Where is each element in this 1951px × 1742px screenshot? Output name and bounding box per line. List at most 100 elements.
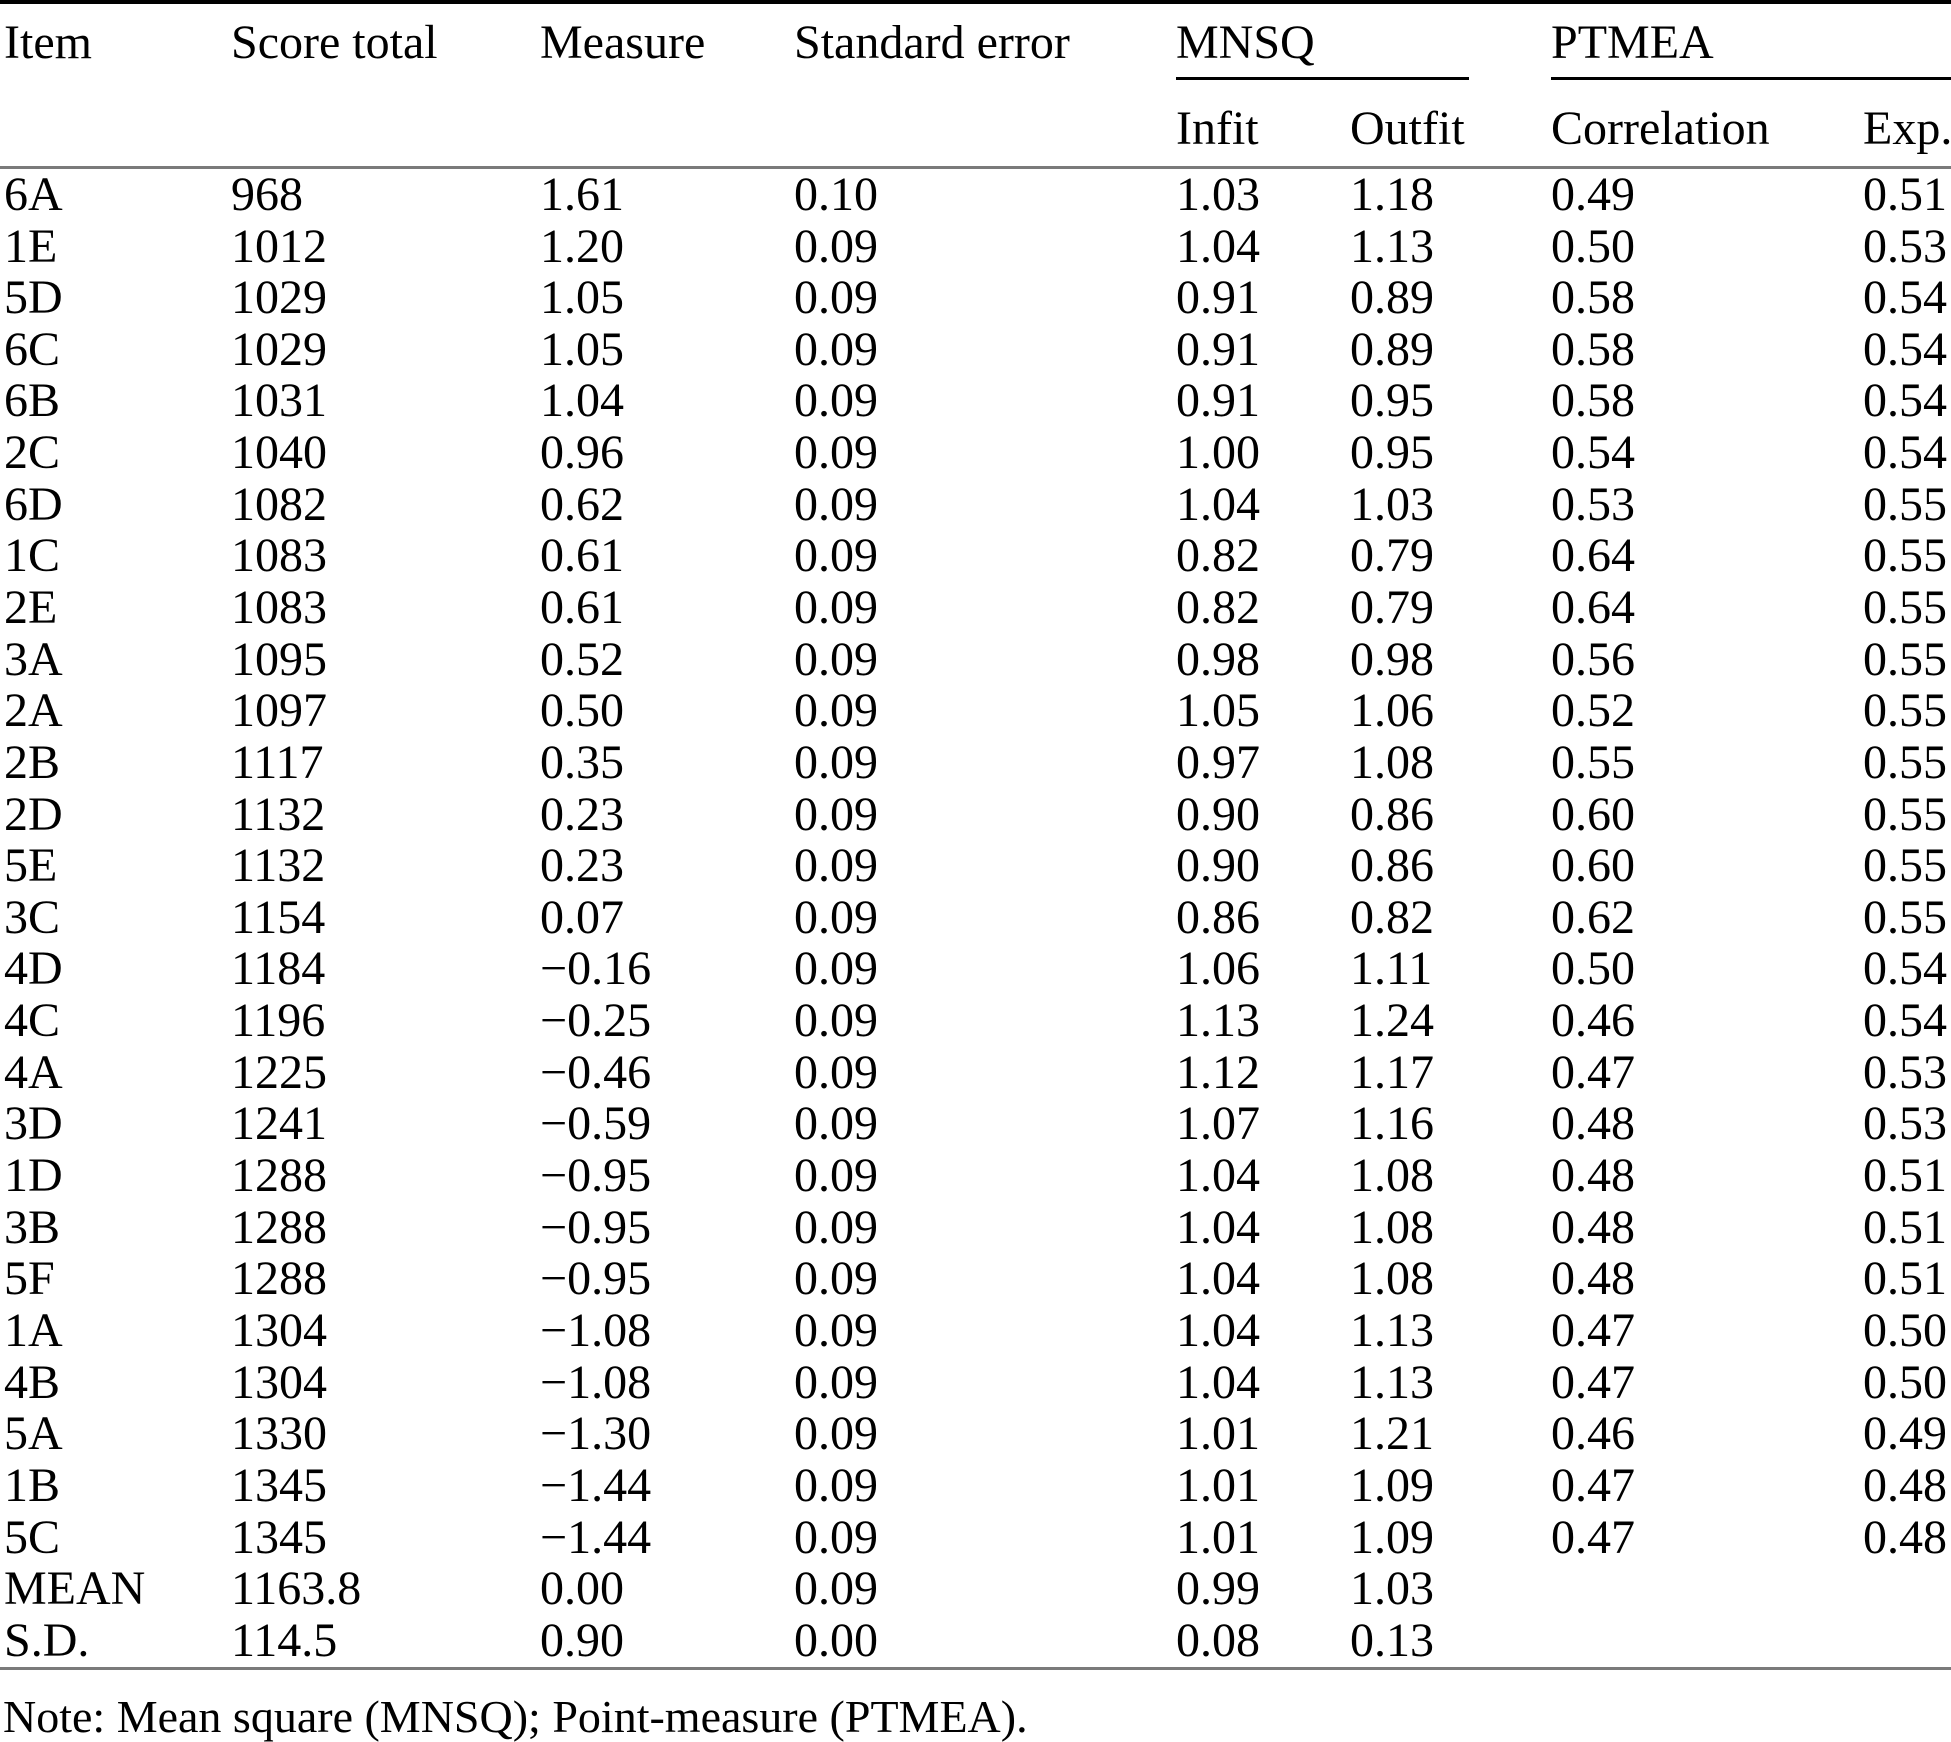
cell-measure: 1.05: [540, 322, 624, 376]
cell-standard-error: 0.09: [794, 890, 878, 944]
cell-exp: 0.55: [1863, 632, 1948, 686]
cell-correlation: 0.58: [1551, 322, 1636, 376]
cell-score-total: 1288: [231, 1149, 327, 1203]
column-group-ptmea-label: PTMEA: [1551, 18, 1951, 80]
table-row: 4D 1184 −0.16 0.09 1.06 1.11 0.50 0.54: [0, 944, 1951, 996]
cell-infit: 1.01: [1176, 1407, 1260, 1461]
cell-item: 6A: [4, 167, 63, 221]
cell-outfit: 1.03: [1350, 477, 1434, 531]
table-row: 5C 1345 −1.44 0.09 1.01 1.09 0.47 0.48: [0, 1512, 1951, 1564]
cell-item: 1A: [4, 1303, 63, 1357]
cell-item: 4C: [4, 994, 61, 1048]
cell-correlation: 0.60: [1551, 787, 1636, 841]
column-header-exp: Exp.: [1863, 92, 1951, 169]
cell-measure: 1.61: [540, 167, 624, 221]
cell-infit: 1.01: [1176, 1458, 1260, 1512]
table-row: 5F 1288 −0.95 0.09 1.04 1.08 0.48 0.51: [0, 1253, 1951, 1305]
cell-score-total: 1184: [231, 942, 326, 996]
cell-standard-error: 0.09: [794, 271, 878, 325]
table-row: 1D 1288 −0.95 0.09 1.04 1.08 0.48 0.51: [0, 1150, 1951, 1202]
table-row: 2A 1097 0.50 0.09 1.05 1.06 0.52 0.55: [0, 685, 1951, 737]
cell-outfit: 0.86: [1350, 839, 1434, 893]
cell-infit: 1.12: [1176, 1045, 1260, 1099]
column-group-mnsq-label: MNSQ: [1176, 18, 1470, 80]
cell-correlation: 0.46: [1551, 1407, 1636, 1461]
cell-standard-error: 0.09: [794, 477, 878, 531]
table-row: 2D 1132 0.23 0.09 0.90 0.86 0.60 0.55: [0, 789, 1951, 841]
cell-outfit: 0.86: [1350, 787, 1434, 841]
cell-exp: 0.53: [1863, 219, 1948, 273]
cell-measure: 0.23: [540, 839, 624, 893]
cell-infit: 0.98: [1176, 632, 1260, 686]
table-row: 1E 1012 1.20 0.09 1.04 1.13 0.50 0.53: [0, 221, 1951, 273]
cell-item: 2D: [4, 787, 63, 841]
cell-exp: 0.48: [1863, 1510, 1948, 1564]
cell-score-total: 1117: [231, 735, 324, 789]
cell-infit: 0.91: [1176, 374, 1260, 428]
column-header-measure: Measure: [540, 2, 794, 169]
cell-item: 5E: [4, 839, 58, 893]
cell-correlation: 0.47: [1551, 1510, 1636, 1564]
cell-exp: 0.55: [1863, 684, 1948, 738]
cell-outfit: 1.13: [1350, 1303, 1434, 1357]
cell-score-total: 1345: [231, 1510, 327, 1564]
cell-item: 2C: [4, 426, 61, 480]
cell-item: MEAN: [4, 1562, 146, 1616]
cell-score-total: 1082: [231, 477, 327, 531]
cell-correlation: 0.47: [1551, 1045, 1636, 1099]
cell-score-total: 1012: [231, 219, 327, 273]
cell-exp: 0.54: [1863, 271, 1948, 325]
table-row: 1A 1304 −1.08 0.09 1.04 1.13 0.47 0.50: [0, 1305, 1951, 1357]
cell-outfit: 0.79: [1350, 529, 1434, 583]
cell-standard-error: 0.09: [794, 1407, 878, 1461]
cell-correlation: 0.58: [1551, 374, 1636, 428]
cell-measure: 0.00: [540, 1562, 624, 1616]
cell-item: 5D: [4, 271, 63, 325]
cell-item: 4A: [4, 1045, 63, 1099]
cell-exp: 0.50: [1863, 1303, 1948, 1357]
cell-standard-error: 0.09: [794, 1097, 878, 1151]
cell-score-total: 1345: [231, 1458, 327, 1512]
cell-measure: 0.62: [540, 477, 624, 531]
table-row: 3C 1154 0.07 0.09 0.86 0.82 0.62 0.55: [0, 892, 1951, 944]
item-statistics-table: Item Score total Measure Standard error …: [0, 0, 1951, 1670]
cell-score-total: 1029: [231, 322, 327, 376]
cell-measure: −0.59: [540, 1097, 652, 1151]
table-row: 4C 1196 −0.25 0.09 1.13 1.24 0.46 0.54: [0, 995, 1951, 1047]
cell-standard-error: 0.10: [794, 167, 878, 221]
cell-exp: 0.55: [1863, 580, 1948, 634]
cell-exp: 0.49: [1863, 1407, 1948, 1461]
cell-infit: 1.04: [1176, 477, 1260, 531]
cell-score-total: 1304: [231, 1303, 327, 1357]
column-header-correlation: Correlation: [1551, 92, 1864, 169]
cell-correlation: 0.47: [1551, 1355, 1636, 1409]
cell-correlation: 0.50: [1551, 942, 1636, 996]
cell-exp: 0.55: [1863, 839, 1948, 893]
cell-score-total: 1241: [231, 1097, 327, 1151]
cell-exp: 0.55: [1863, 735, 1948, 789]
cell-standard-error: 0.09: [794, 1200, 878, 1254]
cell-correlation: 0.52: [1551, 684, 1636, 738]
cell-standard-error: 0.09: [794, 735, 878, 789]
cell-measure: 0.90: [540, 1614, 794, 1670]
cell-standard-error: 0.09: [794, 942, 878, 996]
cell-infit: 1.00: [1176, 426, 1260, 480]
cell-infit: 0.82: [1176, 529, 1260, 583]
cell-measure: 0.35: [540, 735, 624, 789]
cell-exp: 0.50: [1863, 1355, 1948, 1409]
table-row: 2C 1040 0.96 0.09 1.00 0.95 0.54 0.54: [0, 427, 1951, 479]
cell-score-total: 114.5: [231, 1614, 540, 1670]
cell-outfit: 1.08: [1350, 735, 1434, 789]
cell-item: 1D: [4, 1149, 63, 1203]
cell-exp: 0.55: [1863, 477, 1948, 531]
cell-exp: 0.53: [1863, 1097, 1948, 1151]
cell-measure: −1.08: [540, 1355, 652, 1409]
cell-correlation: 0.60: [1551, 839, 1636, 893]
cell-score-total: 1304: [231, 1355, 327, 1409]
cell-outfit: 1.13: [1350, 1355, 1434, 1409]
table-note: Note: Mean square (MNSQ); Point-measure …: [3, 1690, 1028, 1742]
cell-standard-error: 0.09: [794, 787, 878, 841]
cell-score-total: 1288: [231, 1252, 327, 1306]
cell-correlation: [1551, 1614, 1864, 1670]
cell-correlation: 0.46: [1551, 994, 1636, 1048]
